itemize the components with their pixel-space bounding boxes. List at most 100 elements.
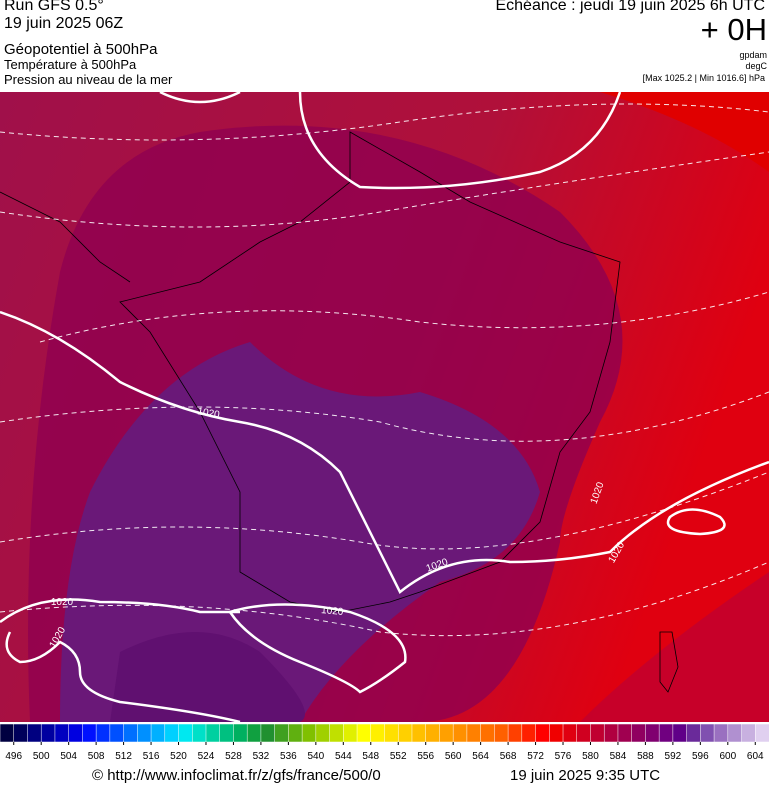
colorbar-swatch: [123, 724, 139, 743]
colorbar-swatch: [631, 724, 647, 743]
colorbar-swatch: [0, 724, 15, 743]
colorbar-label: 588: [637, 751, 654, 762]
colorbar-swatch: [507, 724, 523, 743]
field-area: [110, 632, 305, 722]
colorbar: 496 500 504 508 512 516 520 524 528 532 536 540 544 5…: [0, 724, 769, 762]
colorbar-swatch: [480, 724, 496, 743]
colorbar-label: 568: [500, 751, 517, 762]
colorbar-label: 512: [115, 751, 132, 762]
colorbar-label: 552: [390, 751, 407, 762]
colorbar-swatch: [466, 724, 482, 743]
pressure-range: [Max 1025.2 | Min 1016.6] hPa: [642, 73, 765, 83]
colorbar-swatch: [439, 724, 454, 743]
temperature-contour: [0, 103, 769, 637]
colorbar-swatch: [205, 724, 221, 743]
colorbar-swatch: [727, 724, 743, 743]
colorbar-swatch: [576, 724, 592, 743]
colorbar-label: 528: [225, 751, 242, 762]
colorbar-swatch: [315, 724, 331, 743]
colorbar-swatch: [452, 724, 468, 743]
colorbar-label: 508: [88, 751, 105, 762]
colorbar-swatch: [301, 724, 317, 743]
colorbar-swatch: [233, 724, 248, 743]
colorbar-label: 520: [170, 751, 187, 762]
colorbar-swatch: [686, 724, 702, 743]
colorbar-swatch: [713, 724, 729, 743]
colorbar-label: 576: [555, 751, 572, 762]
colorbar-swatch: [329, 724, 345, 743]
unit: gpdam: [739, 50, 767, 60]
forecast-time: Echéance : jeudi 19 juin 2025 6h UTC: [495, 0, 765, 14]
colorbar-swatch: [68, 724, 84, 743]
colorbar-swatch: [82, 724, 97, 743]
unit: degC: [745, 61, 767, 71]
colorbar-label: 548: [362, 751, 379, 762]
colorbar-label: 600: [719, 751, 736, 762]
colorbar-swatch: [645, 724, 660, 743]
run-title: Run GFS 0.5°: [4, 0, 104, 14]
colorbar-swatch: [27, 724, 42, 743]
colorbar-label: 516: [143, 751, 160, 762]
colorbar-swatch: [288, 724, 303, 743]
field-area: [60, 342, 540, 722]
colorbar-label: 500: [33, 751, 50, 762]
isobar: [0, 92, 769, 722]
colorbar-swatch: [397, 724, 413, 743]
colorbar-label: 532: [253, 751, 270, 762]
colorbar-swatch: [356, 724, 372, 743]
colorbar-label: 580: [582, 751, 599, 762]
colorbar-swatch: [425, 724, 441, 743]
colorbar-swatch: [178, 724, 193, 743]
generated-time: 19 juin 2025 9:35 UTC: [510, 767, 661, 784]
colorbar-swatch: [54, 724, 70, 743]
colorbar-label: 540: [307, 751, 324, 762]
colorbar-swatch: [260, 724, 276, 743]
colorbar-swatch: [137, 724, 152, 743]
colorbar-swatch: [370, 724, 386, 743]
field-label: Pression au niveau de la mer: [4, 72, 173, 87]
colorbar-swatch: [164, 724, 180, 743]
run-date: 19 juin 2025 06Z: [4, 15, 124, 32]
field-area: [600, 92, 769, 172]
colorbar-swatch: [617, 724, 633, 743]
source-link[interactable]: © http://www.infoclimat.fr/z/gfs/france/…: [92, 767, 381, 784]
colorbar-swatch: [246, 724, 262, 743]
colorbar-label: 596: [692, 751, 709, 762]
colorbar-swatch: [384, 724, 399, 743]
field-label: Température à 500hPa: [4, 57, 137, 72]
colorbar-swatch: [521, 724, 537, 743]
colorbar-swatch: [672, 724, 688, 743]
colorbar-swatch: [411, 724, 427, 743]
field-label: Géopotentiel à 500hPa: [4, 41, 158, 58]
colorbar-swatch: [40, 724, 56, 743]
colorbar-swatch: [562, 724, 578, 743]
colorbar-label: 592: [665, 751, 682, 762]
colorbar-swatch: [535, 724, 551, 743]
colorbar-label: 584: [610, 751, 627, 762]
colorbar-label: 572: [527, 751, 544, 762]
colorbar-swatch: [700, 724, 715, 743]
colorbar-label: 564: [472, 751, 489, 762]
colorbar-swatch: [590, 724, 605, 743]
colorbar-swatch: [13, 724, 29, 743]
colorbar-swatch: [658, 724, 674, 743]
colorbar-label: 556: [417, 751, 434, 762]
colorbar-swatch: [343, 724, 358, 743]
colorbar-swatch: [549, 724, 564, 743]
colorbar-swatch: [274, 724, 290, 743]
lead-time: + 0H: [700, 12, 767, 47]
colorbar-label: 544: [335, 751, 352, 762]
colorbar-swatch: [192, 724, 207, 743]
colorbar-label: 496: [5, 751, 22, 762]
colorbar-swatch: [219, 724, 235, 743]
colorbar-swatch: [494, 724, 509, 743]
colorbar-label: 504: [60, 751, 77, 762]
colorbar-swatch: [95, 724, 111, 743]
colorbar-swatch: [741, 724, 757, 743]
colorbar-swatch: [150, 724, 166, 743]
isobar-label: 1020: [321, 605, 345, 618]
colorbar-label: 536: [280, 751, 297, 762]
isobar-label: 1020: [197, 406, 221, 421]
